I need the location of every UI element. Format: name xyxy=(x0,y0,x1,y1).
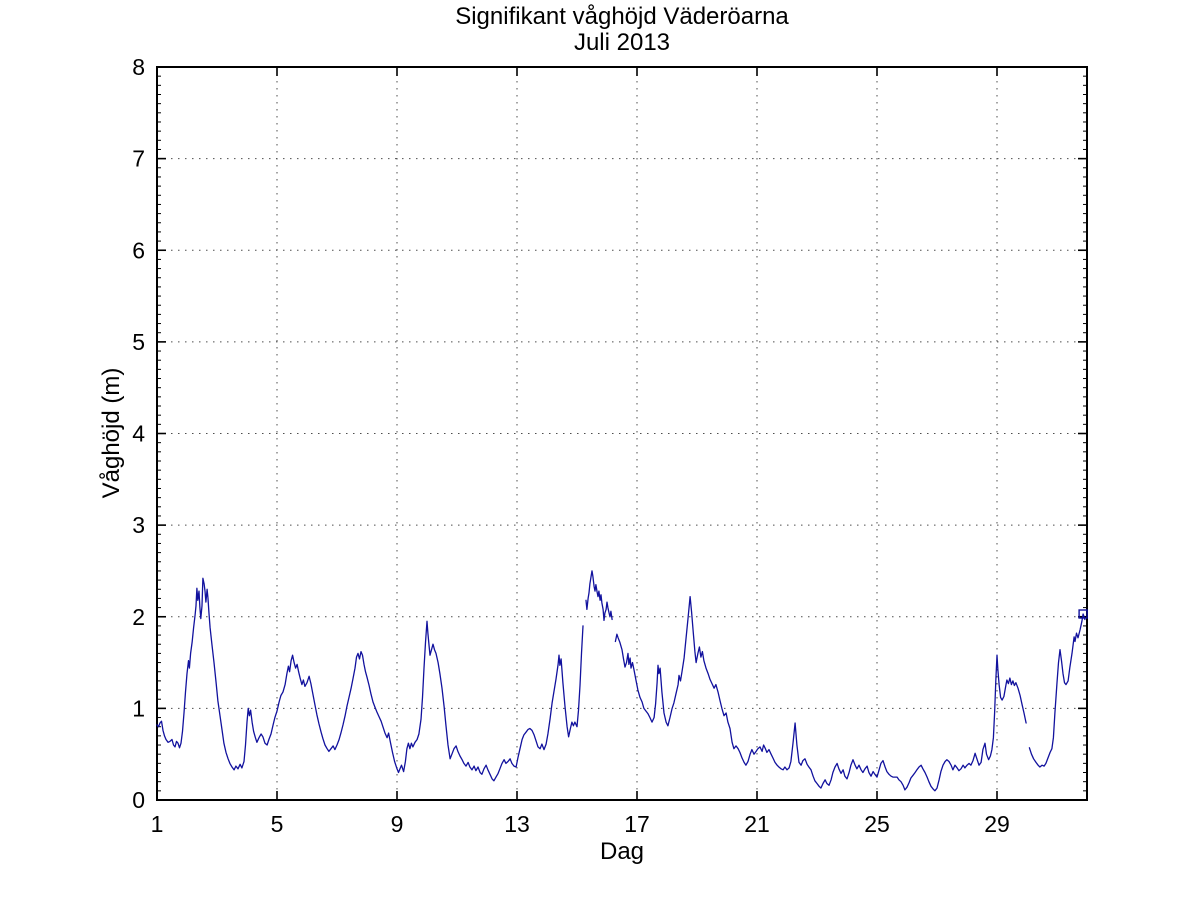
x-tick-labels: 1 5 9 13 17 21 25 29 xyxy=(151,811,1010,837)
grid-lines xyxy=(157,67,1087,800)
chart-title: Signifikant våghöjd Väderöarna xyxy=(455,3,789,30)
y-tick-label: 7 xyxy=(132,146,145,172)
x-tick-label: 9 xyxy=(391,811,404,837)
x-tick-label: 21 xyxy=(744,811,770,837)
y-tick-label: 3 xyxy=(132,512,145,538)
y-tick-label: 0 xyxy=(132,787,145,813)
y-tick-label: 1 xyxy=(132,695,145,721)
x-tick-label: 13 xyxy=(504,811,530,837)
x-axis-label: Dag xyxy=(599,838,645,865)
wave-height-series xyxy=(156,570,1086,792)
x-tick-label: 5 xyxy=(271,811,284,837)
x-tick-label: 29 xyxy=(984,811,1010,837)
series-segment xyxy=(156,577,584,782)
y-tick-label: 8 xyxy=(132,54,145,80)
y-tick-label: 2 xyxy=(132,604,145,630)
series-segment xyxy=(585,570,613,622)
y-tick-label: 4 xyxy=(132,421,145,447)
x-tick-label: 25 xyxy=(864,811,890,837)
x-tick-label: 17 xyxy=(624,811,650,837)
axes-box xyxy=(156,66,1088,801)
x-tick-label: 1 xyxy=(151,811,164,837)
chart-subtitle: Juli 2013 xyxy=(573,29,671,56)
series-segment xyxy=(1028,613,1086,768)
y-tick-label: 5 xyxy=(132,329,145,355)
y-axis-label: Våghöjd (m) xyxy=(98,367,125,499)
y-tick-labels: 0 1 2 3 4 5 6 7 8 xyxy=(132,54,145,813)
y-tick-label: 6 xyxy=(132,237,145,263)
series-end-marker xyxy=(1078,609,1088,619)
series-segment xyxy=(614,595,1027,792)
major-ticks xyxy=(156,66,1087,801)
y-minor-ticks xyxy=(157,75,1087,792)
